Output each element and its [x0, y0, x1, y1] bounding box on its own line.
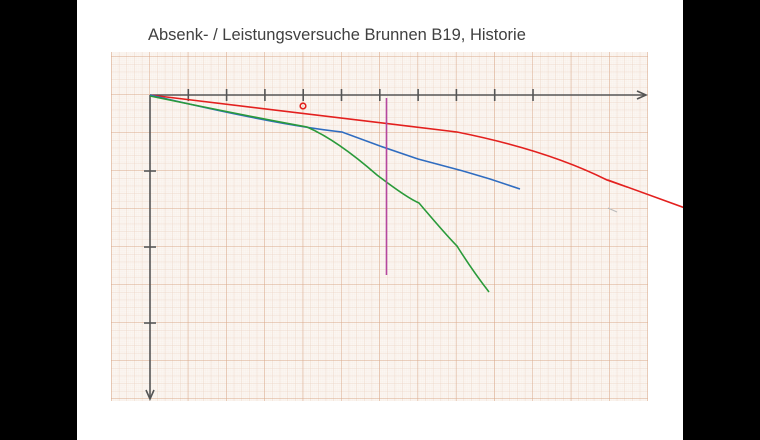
data-points: [299, 102, 307, 110]
chart-title: Absenk- / Leistungsversuche Brunnen B19,…: [148, 26, 526, 44]
grid-paper: [111, 52, 648, 401]
curve-aug1971: [149, 94, 683, 209]
curve-okt1958: [149, 95, 490, 293]
plot-area: [111, 52, 683, 401]
aug1971-extension: [607, 207, 618, 213]
y-axis-arrow: [145, 389, 155, 401]
x-axis-arrow: [636, 90, 648, 100]
slide: Absenk- / Leistungsversuche Brunnen B19,…: [77, 0, 683, 440]
points-aug1971: [299, 102, 307, 110]
x-ticks: [187, 89, 534, 101]
y-ticks: [144, 170, 156, 324]
axes: [144, 89, 648, 401]
